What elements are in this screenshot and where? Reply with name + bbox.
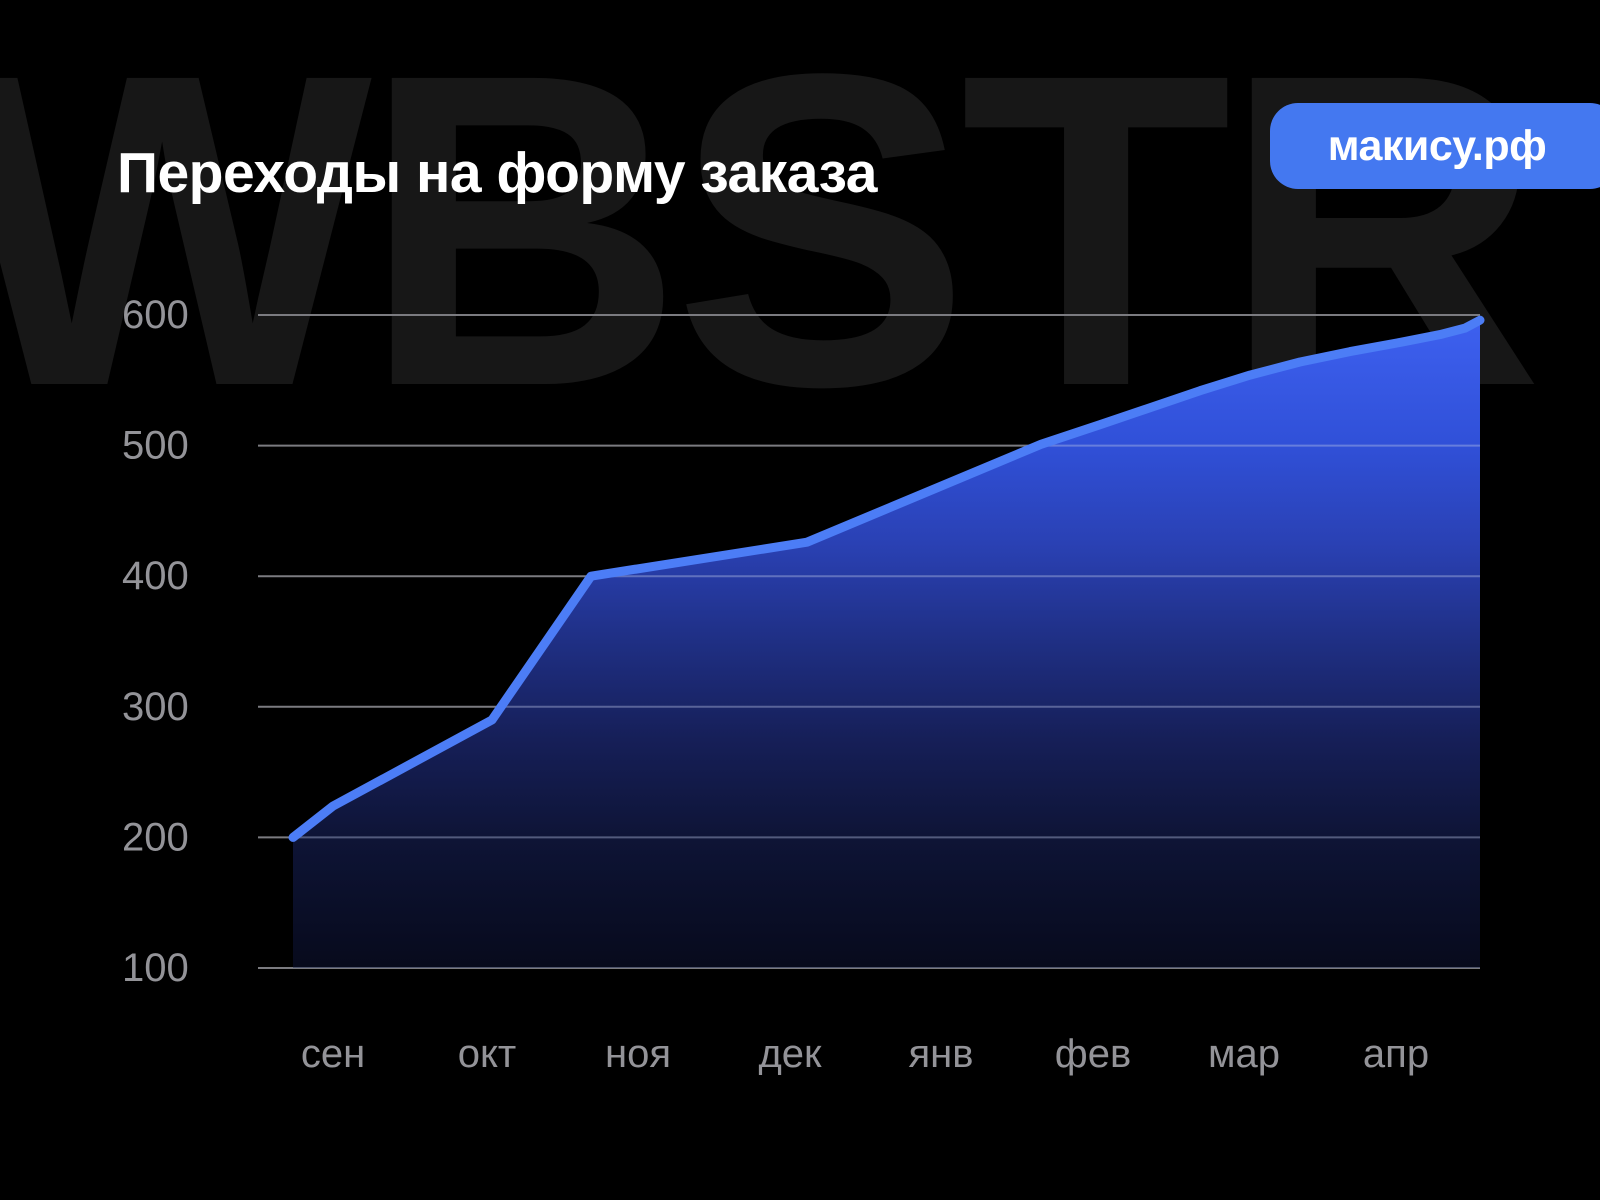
page-title: Переходы на форму заказа (117, 141, 877, 206)
x-tick-label: фев (1055, 1032, 1131, 1076)
site-badge[interactable]: макису.рф (1270, 103, 1600, 189)
y-tick-label: 200 (122, 815, 189, 859)
x-tick-label: окт (458, 1032, 517, 1076)
site-badge-label: макису.рф (1327, 121, 1547, 170)
y-tick-label: 100 (122, 946, 189, 990)
y-tick-label: 600 (122, 293, 189, 337)
x-tick-label: мар (1208, 1032, 1280, 1076)
y-tick-label: 500 (122, 424, 189, 468)
y-tick-label: 300 (122, 685, 189, 729)
x-tick-label: янв (909, 1032, 974, 1076)
trend-line (288, 315, 1485, 842)
area-fill (293, 320, 1480, 968)
x-tick-label: ноя (605, 1032, 671, 1076)
x-tick-label: апр (1363, 1032, 1429, 1076)
x-tick-label: сен (301, 1032, 365, 1076)
x-tick-label: дек (758, 1032, 822, 1076)
y-tick-label: 400 (122, 554, 189, 598)
